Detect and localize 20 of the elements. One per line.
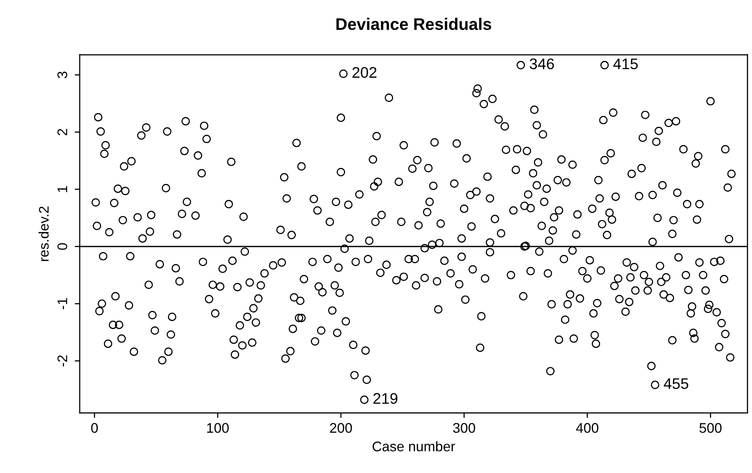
x-tick-label: 200	[330, 423, 352, 433]
y-tick-label: -1	[58, 298, 68, 310]
x-tick-label: 100	[207, 423, 229, 433]
y-tick-label: 0	[57, 243, 68, 250]
x-tick-label: 0	[91, 423, 98, 433]
x-tick-label: 300	[453, 423, 476, 433]
annotation: 415	[613, 58, 638, 70]
annotation: 346	[530, 58, 554, 70]
y-tick-label: 3	[57, 72, 68, 78]
y-tick-label: 1	[58, 186, 68, 192]
y-axis-title: res.dev.2	[38, 206, 49, 262]
x-tick-label: 400	[576, 423, 598, 433]
x-axis-title: Case number	[372, 441, 456, 452]
x-tick-label: 500	[699, 423, 722, 433]
chart-title: Deviance Residuals	[336, 18, 492, 30]
y-tick-label: -2	[57, 355, 68, 366]
annotation: 455	[664, 378, 688, 390]
y-tick-label: 2	[57, 128, 68, 136]
annotation: 202	[352, 67, 376, 78]
annotation: 219	[373, 393, 398, 404]
